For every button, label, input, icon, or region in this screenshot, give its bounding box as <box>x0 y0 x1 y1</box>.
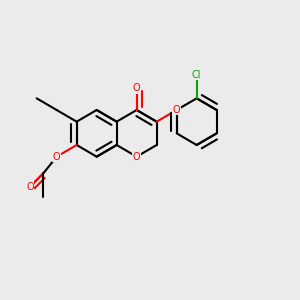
Text: O: O <box>26 182 34 192</box>
Text: Cl: Cl <box>192 70 201 80</box>
Text: O: O <box>173 105 181 115</box>
Text: O: O <box>133 83 140 93</box>
Text: O: O <box>53 152 61 162</box>
Text: O: O <box>133 152 140 162</box>
